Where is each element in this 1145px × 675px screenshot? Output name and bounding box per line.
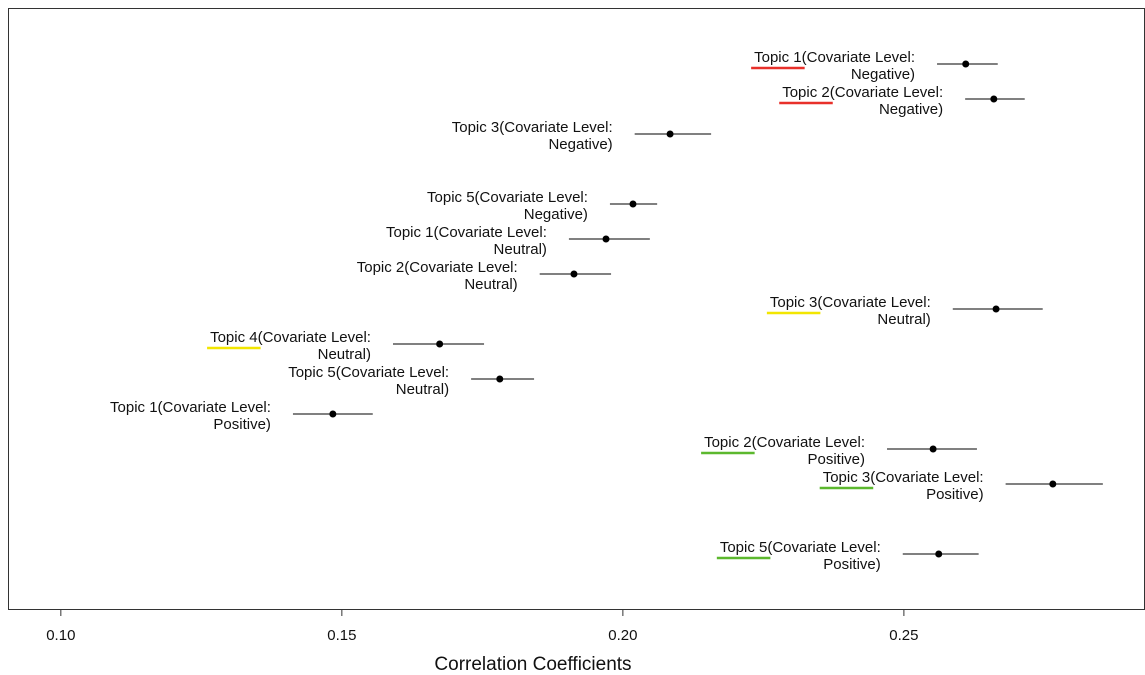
category-label: Topic 2(Covariate Level: Positive): [704, 434, 865, 468]
category-label: Topic 1(Covariate Level: Negative): [754, 49, 915, 83]
category-label: Topic 4(Covariate Level: Neutral): [210, 329, 371, 363]
category-label: Topic 5(Covariate Level: Positive): [720, 539, 881, 573]
point: [1049, 480, 1057, 488]
point: [602, 235, 610, 243]
category-label: Topic 2(Covariate Level: Negative): [782, 84, 943, 118]
x-tick-label: 0.15: [327, 627, 356, 644]
point: [629, 200, 637, 208]
point: [570, 270, 578, 278]
point: [496, 375, 504, 383]
x-tick-label: 0.25: [889, 627, 918, 644]
point: [436, 340, 444, 348]
point: [990, 95, 998, 103]
point: [992, 305, 1000, 313]
category-label: Topic 3(Covariate Level: Positive): [823, 469, 984, 503]
category-label: Topic 1(Covariate Level: Neutral): [386, 224, 547, 258]
x-tick-label: 0.10: [46, 627, 75, 644]
category-label: Topic 3(Covariate Level: Negative): [452, 119, 613, 153]
point: [962, 60, 970, 68]
point: [329, 410, 337, 418]
point: [929, 445, 937, 453]
point: [935, 550, 943, 558]
category-label: Topic 1(Covariate Level: Positive): [110, 399, 271, 433]
category-label: Topic 2(Covariate Level: Neutral): [357, 259, 518, 293]
point: [666, 130, 674, 138]
category-label: Topic 5(Covariate Level: Neutral): [288, 364, 449, 398]
x-tick-label: 0.20: [608, 627, 637, 644]
category-label: Topic 5(Covariate Level: Negative): [427, 189, 588, 223]
x-axis-label: Correlation Coefficients: [434, 654, 631, 675]
category-label: Topic 3(Covariate Level: Neutral): [770, 294, 931, 328]
